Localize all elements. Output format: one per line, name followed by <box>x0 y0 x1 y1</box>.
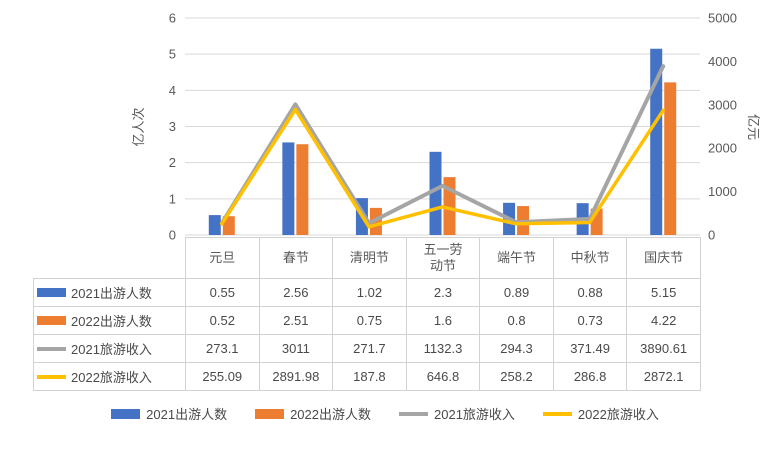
table-value-cell: 3011 <box>258 334 334 363</box>
right-axis-tick-label: 2000 <box>708 141 737 156</box>
table-value-cell: 2.3 <box>405 278 481 307</box>
category-header-label: 端午节 <box>497 249 537 265</box>
left-axis-title: 亿人次 <box>131 107 146 146</box>
category-header-cell: 清明节 <box>332 237 407 279</box>
legend-label: 2022旅游收入 <box>577 407 659 422</box>
series-name: 2021旅游收入 <box>71 342 152 357</box>
table-value-cell: 286.8 <box>552 362 628 391</box>
right-axis-tick-label: 1000 <box>708 184 737 199</box>
table-value-cell: 646.8 <box>405 362 481 391</box>
left-axis-tick-label: 3 <box>169 119 176 134</box>
table-value-cell: 3890.61 <box>626 334 701 363</box>
table-value-cell: 0.8 <box>479 306 554 335</box>
table-row: 2021出游人数 0.55 2.56 1.02 2.3 0.89 0.88 5.15 <box>33 278 701 307</box>
table-value-cell: 0.55 <box>185 278 260 307</box>
category-header-label: 五一劳动节 <box>423 241 463 273</box>
series-label-cell: 2021旅游收入 <box>33 334 186 363</box>
table-value-cell: 0.73 <box>552 306 628 335</box>
table-value-cell: 1.02 <box>332 278 407 307</box>
table-value-cell: 371.49 <box>552 334 628 363</box>
category-header-label: 国庆节 <box>644 249 684 265</box>
category-header-label: 元旦 <box>209 249 236 265</box>
table-value-cell: 294.3 <box>479 334 554 363</box>
legend-item: 2021旅游收入 <box>399 404 515 423</box>
legend-item: 2021出游人数 <box>111 404 227 423</box>
line-legend-key-icon <box>399 411 428 416</box>
category-header-label: 中秋节 <box>570 249 610 265</box>
data-table: 元旦 春节 清明节 五一劳动节 端午节 中秋节 国庆节 2021出游人数 0.55 2.56 1.0… <box>33 237 701 391</box>
bar-legend-key-icon <box>111 408 141 419</box>
plot-area: 0 1 2 3 4 5 6 0 1000 2000 3000 4000 5000 亿人次 亿元 <box>131 11 761 243</box>
legend-label: 2022出游人数 <box>290 407 371 422</box>
category-header-row: 元旦 春节 清明节 五一劳动节 端午节 中秋节 国庆节 <box>34 237 701 279</box>
table-row: 2021旅游收入 273.1 3011 271.7 1132.3 294.3 371.49 3… <box>33 334 701 363</box>
category-header-cell: 元旦 <box>185 237 260 279</box>
bar-2022出游人数 <box>296 144 309 235</box>
bar-2021出游人数 <box>208 215 221 235</box>
category-header-label: 春节 <box>282 249 309 265</box>
series-name: 2021出游人数 <box>71 286 152 301</box>
table-value-cell: 271.7 <box>332 334 407 363</box>
table-value-cell: 2.56 <box>258 278 334 307</box>
line-2021旅游收入 <box>219 64 666 226</box>
right-axis-tick-label: 5000 <box>708 11 737 26</box>
table-value-cell: 273.1 <box>185 334 260 363</box>
left-axis-tick-label: 4 <box>169 83 176 98</box>
legend-label: 2021出游人数 <box>146 407 228 422</box>
table-value-cell: 2.51 <box>258 306 334 335</box>
table-corner <box>34 238 186 279</box>
table-value-cell: 255.09 <box>185 362 260 391</box>
table-value-cell: 1.6 <box>405 306 481 335</box>
left-axis-tick-label: 1 <box>169 191 176 206</box>
legend-label: 2021旅游收入 <box>434 407 515 422</box>
series-label-cell: 2021出游人数 <box>33 278 186 307</box>
right-axis-tick-label: 0 <box>708 228 715 243</box>
table-value-cell: 2872.1 <box>626 362 701 391</box>
right-axis-title: 亿元 <box>746 114 761 140</box>
table-row: 2022旅游收入 255.09 2891.98 187.8 646.8 258.2 286.… <box>33 362 701 391</box>
bar-series-key-icon <box>37 288 66 297</box>
bar-legend-key-icon <box>255 408 285 419</box>
legend-item: 2022旅游收入 <box>542 404 659 423</box>
left-axis-tick-label: 5 <box>169 47 176 62</box>
table-value-cell: 0.89 <box>479 278 554 307</box>
category-header-cell: 国庆节 <box>626 237 701 279</box>
table-value-cell: 187.8 <box>332 362 407 391</box>
right-axis-tick-label: 3000 <box>708 97 737 112</box>
bar-2021出游人数 <box>429 151 442 235</box>
line-2022旅游收入 <box>220 107 665 229</box>
right-axis-tick-label: 4000 <box>708 54 737 69</box>
table-value-cell: 4.22 <box>626 306 701 335</box>
table-value-cell: 0.88 <box>552 278 628 307</box>
table-value-cell: 2891.98 <box>258 362 334 391</box>
series-name: 2022旅游收入 <box>71 370 152 385</box>
table-value-cell: 1132.3 <box>405 334 481 363</box>
line-series-key-icon <box>37 346 66 351</box>
category-header-cell: 五一劳动节 <box>405 237 481 279</box>
left-axis-tick-label: 6 <box>169 11 176 26</box>
category-header-cell: 春节 <box>258 237 334 279</box>
left-axis-tick-label: 2 <box>169 155 176 170</box>
series-name: 2022出游人数 <box>71 314 152 329</box>
category-header-label: 清明节 <box>349 249 389 265</box>
table-value-cell: 258.2 <box>479 362 554 391</box>
series-label-cell: 2022旅游收入 <box>33 362 186 391</box>
bar-2021出游人数 <box>282 142 295 235</box>
bar-2021出游人数 <box>650 48 663 235</box>
bar-series-key-icon <box>37 316 66 325</box>
table-row: 2022出游人数 0.52 2.51 0.75 1.6 0.8 0.73 4.22 <box>33 306 701 335</box>
category-header-cell: 端午节 <box>479 237 554 279</box>
legend-item: 2022出游人数 <box>255 404 371 423</box>
table-value-cell: 5.15 <box>626 278 701 307</box>
line-legend-key-icon <box>542 411 572 416</box>
legend: 2021出游人数 2022出游人数 2021旅游收入 2022旅游收入 <box>0 404 770 423</box>
table-value-cell: 0.75 <box>332 306 407 335</box>
left-axis-tick-label: 0 <box>169 228 176 243</box>
table-value-cell: 0.52 <box>185 306 260 335</box>
bar-2022出游人数 <box>664 82 677 235</box>
series-label-cell: 2022出游人数 <box>33 306 186 335</box>
line-series-key-icon <box>37 374 66 379</box>
category-header-cell: 中秋节 <box>552 237 628 279</box>
